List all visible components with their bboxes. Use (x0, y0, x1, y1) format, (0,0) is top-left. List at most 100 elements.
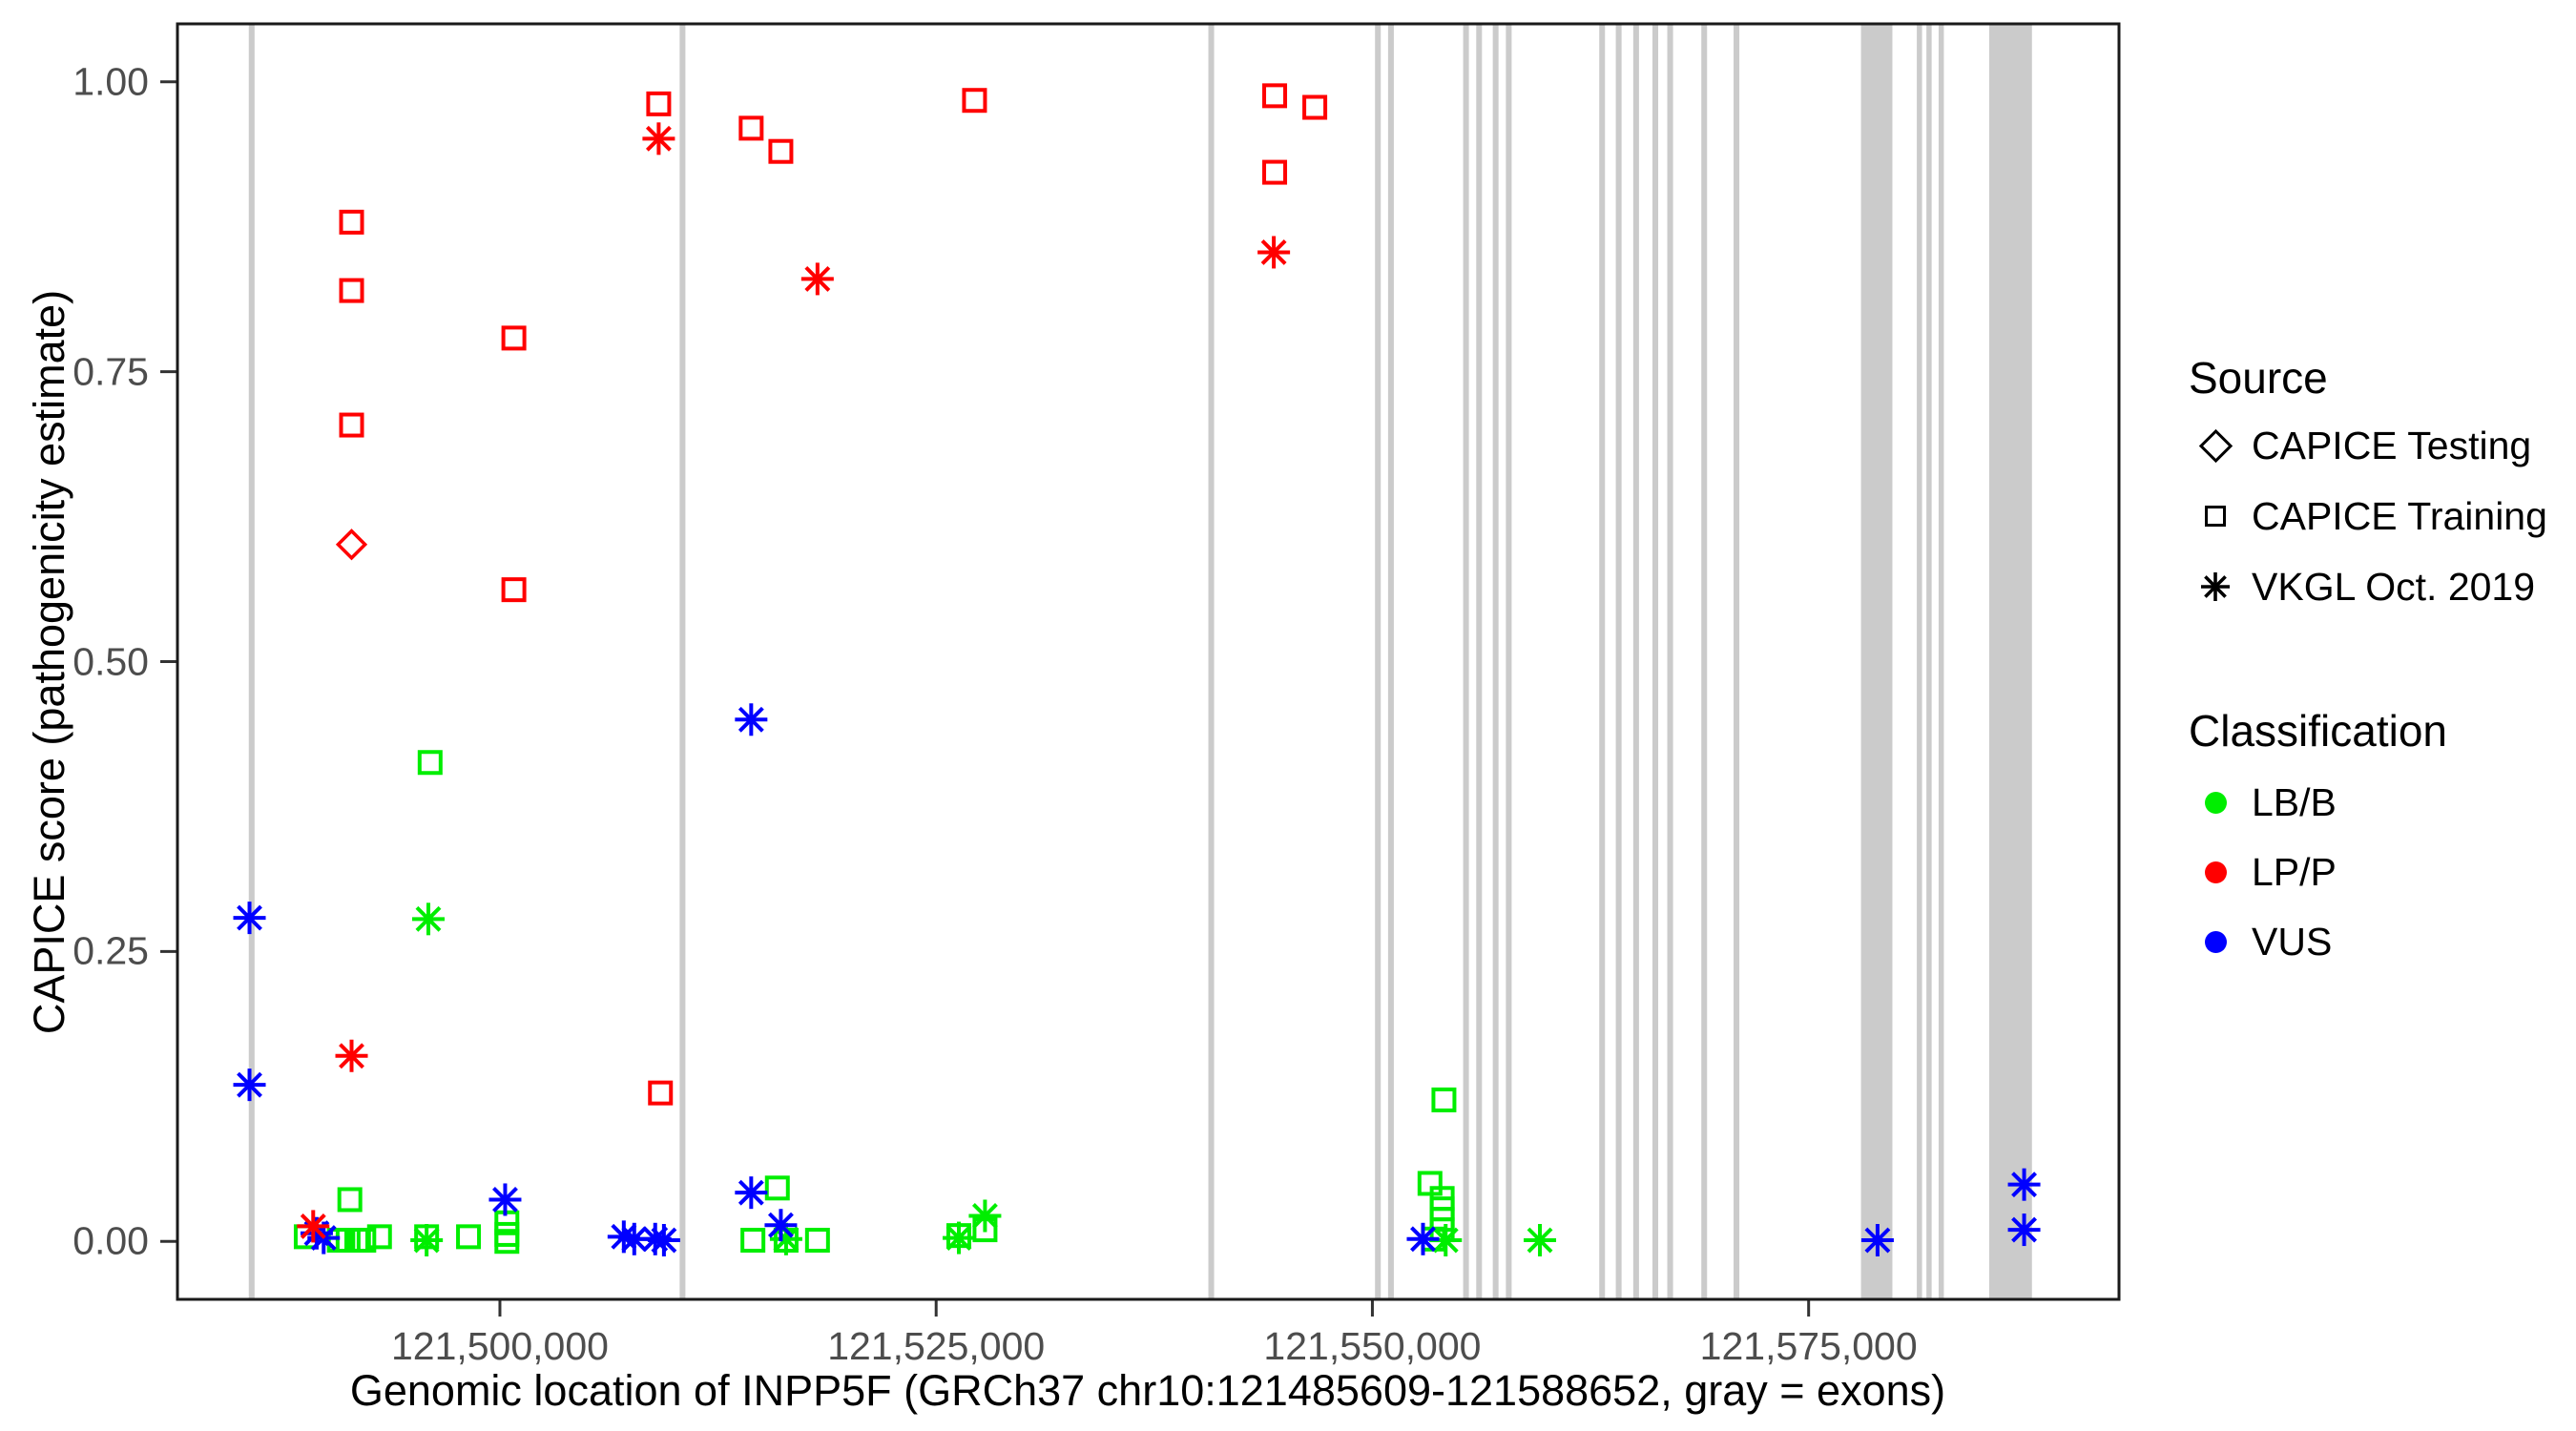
point-asterisk (297, 1210, 330, 1243)
point-square (962, 88, 987, 114)
exon-band (248, 25, 255, 1298)
axis-ticks (160, 80, 1811, 1317)
point-asterisk (233, 1068, 266, 1102)
point-asterisk (1860, 1224, 1894, 1257)
point-asterisk (1257, 236, 1291, 269)
point-square (339, 278, 364, 303)
point-square (339, 412, 364, 438)
point-asterisk (647, 1224, 680, 1257)
y-tick-label: 0.50 (73, 639, 149, 683)
point-square (339, 209, 364, 235)
point-asterisk (410, 1224, 444, 1257)
point-square (1262, 83, 1288, 109)
exon-band (1615, 25, 1622, 1298)
exon-band (1734, 25, 1740, 1298)
exon-band (679, 25, 686, 1298)
point-square (1302, 94, 1328, 120)
exon-band (1387, 25, 1394, 1298)
point-square (501, 577, 527, 603)
x-tick-label: 121,550,000 (1263, 1324, 1482, 1368)
point-diamond (335, 529, 368, 561)
point-asterisk (233, 902, 266, 935)
x-axis-title: Genomic location of INPP5F (GRCh37 chr10… (349, 1366, 1946, 1415)
point-square (804, 1228, 830, 1254)
point-square (456, 1224, 482, 1250)
point-asterisk (800, 262, 834, 296)
exon-band (1917, 25, 1922, 1298)
point-asterisk (968, 1199, 1002, 1233)
point-square (366, 1224, 392, 1250)
point-asterisk (488, 1183, 522, 1216)
y-tick-label: 0.25 (73, 928, 149, 973)
exon-band (1506, 25, 1512, 1298)
x-tick-label: 121,575,000 (1699, 1324, 1918, 1368)
y-tick-label: 1.00 (73, 59, 149, 104)
legend-classification-title: Classification (2189, 706, 2447, 756)
legend: Source CAPICE Testing CAPICE Training (2189, 0, 2570, 1431)
point-square (1262, 159, 1288, 185)
point-asterisk (642, 122, 675, 156)
point-square (768, 138, 794, 164)
point-asterisk (617, 1222, 651, 1255)
legend-item-label: CAPICE Training (2252, 493, 2547, 538)
exon-band (1632, 25, 1639, 1298)
exon-band (1701, 25, 1708, 1298)
point-asterisk (942, 1221, 975, 1255)
series-lbb-points (293, 750, 1557, 1257)
point-square (738, 115, 764, 141)
exon-band (1667, 25, 1673, 1298)
y-tick-label: 0.00 (73, 1218, 149, 1263)
exon-band (1375, 25, 1381, 1298)
panel-border (176, 22, 2121, 1301)
exon-band (1492, 25, 1499, 1298)
point-square (764, 1175, 790, 1201)
y-tick-label: 0.75 (73, 349, 149, 394)
exon-band (1599, 25, 1606, 1298)
series-lpp-points (297, 83, 1328, 1243)
x-tick-label: 121,500,000 (390, 1324, 609, 1368)
legend-item-label: LB/B (2252, 779, 2337, 824)
exon-band (1476, 25, 1483, 1298)
lbb-dot-icon (2194, 781, 2236, 823)
exon-band (1988, 25, 2032, 1298)
point-asterisk (335, 1039, 368, 1072)
legend-item-label: VKGL Oct. 2019 (2252, 564, 2536, 609)
point-asterisk (2007, 1168, 2041, 1201)
series-vus-points (233, 703, 2041, 1257)
point-asterisk (735, 1176, 768, 1210)
square-icon (2194, 495, 2236, 537)
point-square (494, 1229, 520, 1255)
point-square (337, 1187, 363, 1213)
legend-source-title: Source (2189, 353, 2328, 403)
legend-item-label: VUS (2252, 919, 2333, 964)
point-square (417, 750, 443, 776)
point-square (648, 1080, 674, 1106)
lpp-dot-icon (2194, 851, 2236, 893)
y-axis-title: CAPICE score (pathogenicity estimate) (25, 289, 73, 1035)
exon-band (1926, 25, 1932, 1298)
point-asterisk (764, 1209, 798, 1242)
point-asterisk (1524, 1224, 1557, 1257)
vus-dot-icon (2194, 921, 2236, 963)
exon-band (1463, 25, 1469, 1298)
exon-band (1652, 25, 1659, 1298)
exon-band (1860, 25, 1893, 1298)
point-asterisk (2007, 1213, 2041, 1247)
legend-item-label: CAPICE Testing (2252, 423, 2532, 467)
point-square (646, 91, 672, 116)
point-asterisk (1406, 1222, 1440, 1255)
asterisk-icon (2194, 566, 2236, 608)
point-square (501, 325, 527, 351)
exon-band (1938, 25, 1944, 1298)
exon-bands (248, 25, 2032, 1298)
legend-item-label: LP/P (2252, 849, 2337, 894)
x-tick-label: 121,525,000 (827, 1324, 1046, 1368)
point-square (740, 1228, 766, 1254)
exon-band (1208, 25, 1215, 1298)
point-asterisk (735, 703, 768, 736)
point-square (1431, 1087, 1457, 1112)
point-asterisk (411, 902, 445, 936)
point-square (351, 1228, 377, 1254)
